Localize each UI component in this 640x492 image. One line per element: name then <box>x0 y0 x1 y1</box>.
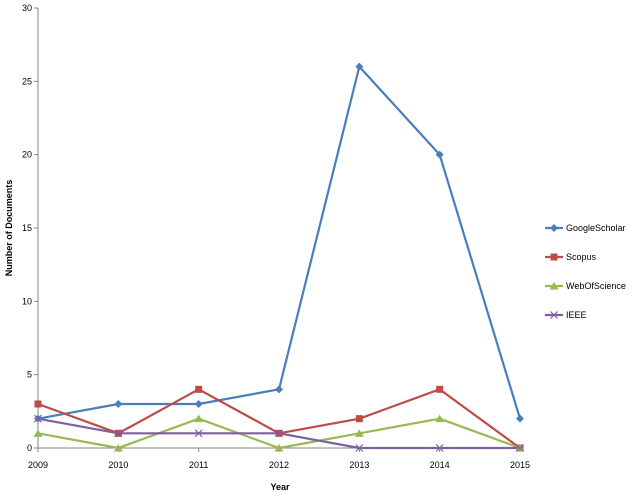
y-tick-label: 5 <box>27 370 32 380</box>
y-tick-label: 20 <box>22 150 32 160</box>
data-point-webofscience <box>194 414 204 423</box>
legend-label: GoogleScholar <box>566 223 626 233</box>
x-tick-label: 2011 <box>189 460 208 470</box>
data-point-ieee <box>435 444 444 452</box>
y-ticks: 0 5 10 15 20 25 30 <box>22 3 38 453</box>
x-tick-label: 2009 <box>28 460 48 470</box>
legend-marker <box>550 253 558 261</box>
x-tick-label: 2012 <box>269 460 289 470</box>
legend-item-googlescholar: GoogleScholar <box>545 223 626 233</box>
data-point-googlescholar <box>275 385 283 394</box>
data-point-googlescholar <box>516 414 524 423</box>
data-point-ieee <box>194 429 203 438</box>
data-point-googlescholar <box>435 150 444 159</box>
data-point-scopus <box>436 385 444 393</box>
y-tick-label: 30 <box>22 3 32 13</box>
data-point-webofscience <box>435 414 445 423</box>
x-tick-label: 2014 <box>430 460 450 470</box>
x-tick-label: 2015 <box>510 460 530 470</box>
y-axis-title: Number of Documents <box>4 180 14 277</box>
legend-marker <box>549 282 559 290</box>
series-line-googlescholar <box>37 65 522 420</box>
legend-marker <box>550 224 558 232</box>
legend-label: Scopus <box>566 252 597 262</box>
data-point-ieee <box>34 414 42 423</box>
legend: GoogleScholar Scopus WebOfScience IEEE <box>545 223 626 320</box>
y-tick-label: 10 <box>22 296 32 306</box>
data-point-ieee <box>114 429 123 438</box>
data-point-ieee <box>516 444 524 452</box>
data-point-ieee <box>355 444 364 452</box>
data-point-googlescholar <box>355 62 364 71</box>
data-point-webofscience <box>33 429 43 437</box>
series-line-scopus <box>37 388 521 449</box>
data-point-googlescholar <box>194 400 203 408</box>
x-tick-label: 2010 <box>108 460 128 470</box>
data-point-scopus <box>355 415 363 423</box>
y-tick-label: 25 <box>22 76 32 86</box>
series-markers <box>33 62 525 452</box>
x-tick-label: 2013 <box>349 460 369 470</box>
data-point-webofscience <box>274 444 284 452</box>
data-point-scopus <box>34 400 42 408</box>
legend-item-ieee: IEEE <box>545 310 587 320</box>
data-point-webofscience <box>113 444 123 452</box>
data-point-ieee <box>275 429 283 438</box>
data-point-googlescholar <box>114 400 123 408</box>
plot-area: 0 5 10 15 20 25 30 2009 2010 2011 2012 2013 2014 201… <box>22 3 530 470</box>
y-tick-label: 0 <box>27 443 32 453</box>
legend-label: IEEE <box>566 310 587 320</box>
legend-item-webofscience: WebOfScience <box>545 281 626 291</box>
legend-label: WebOfScience <box>566 281 626 291</box>
legend-item-scopus: Scopus <box>545 252 597 262</box>
x-axis-title: Year <box>270 482 290 492</box>
y-tick-label: 15 <box>22 223 32 233</box>
data-point-scopus <box>195 385 203 393</box>
data-point-webofscience <box>354 429 364 437</box>
legend-marker <box>550 311 558 319</box>
